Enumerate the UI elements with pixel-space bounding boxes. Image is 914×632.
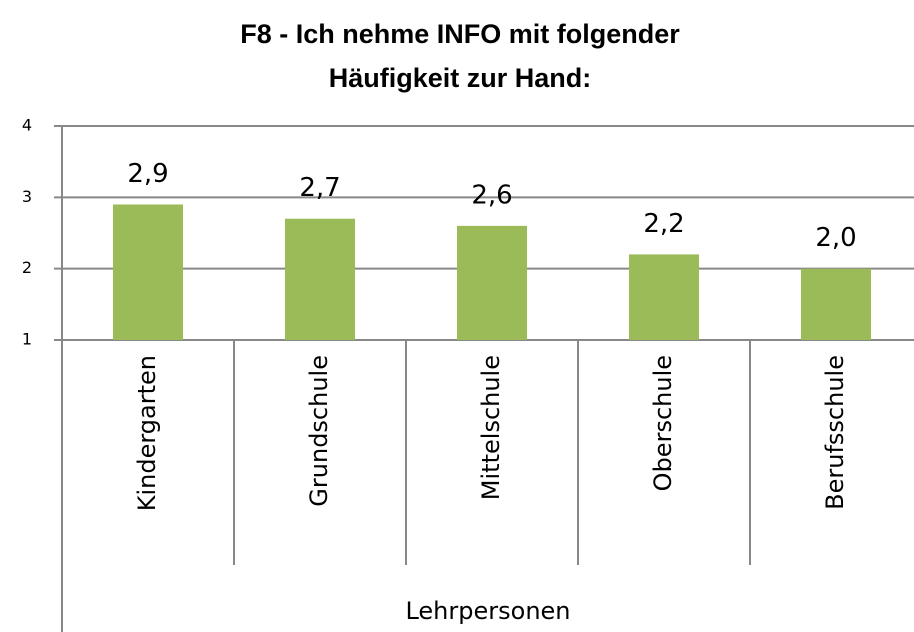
y-tick-label: 3 <box>22 187 32 206</box>
value-label: 2,2 <box>643 209 684 239</box>
x-tick-label: Kindergarten <box>133 355 161 511</box>
value-label: 2,9 <box>127 159 168 189</box>
bar <box>113 204 183 340</box>
y-tick-label: 1 <box>22 330 32 349</box>
value-label: 2,6 <box>471 180 512 210</box>
x-tick-label: Mittelschule <box>477 355 505 500</box>
y-tick-label: 4 <box>22 116 32 135</box>
x-tick-label: Berufsschule <box>821 355 849 510</box>
bar <box>801 268 871 340</box>
y-tick-label: 2 <box>22 258 32 277</box>
bar <box>629 254 699 340</box>
chart-title: F8 - Ich nehme INFO mit folgender Häufig… <box>240 19 680 93</box>
x-tick-label: Grundschule <box>305 355 333 507</box>
x-axis-label: Lehrpersonen <box>405 597 570 625</box>
bar <box>285 218 355 340</box>
bar <box>457 225 527 340</box>
value-label: 2,0 <box>815 223 856 253</box>
value-label: 2,7 <box>299 173 340 203</box>
x-tick-label: Oberschule <box>649 355 677 491</box>
